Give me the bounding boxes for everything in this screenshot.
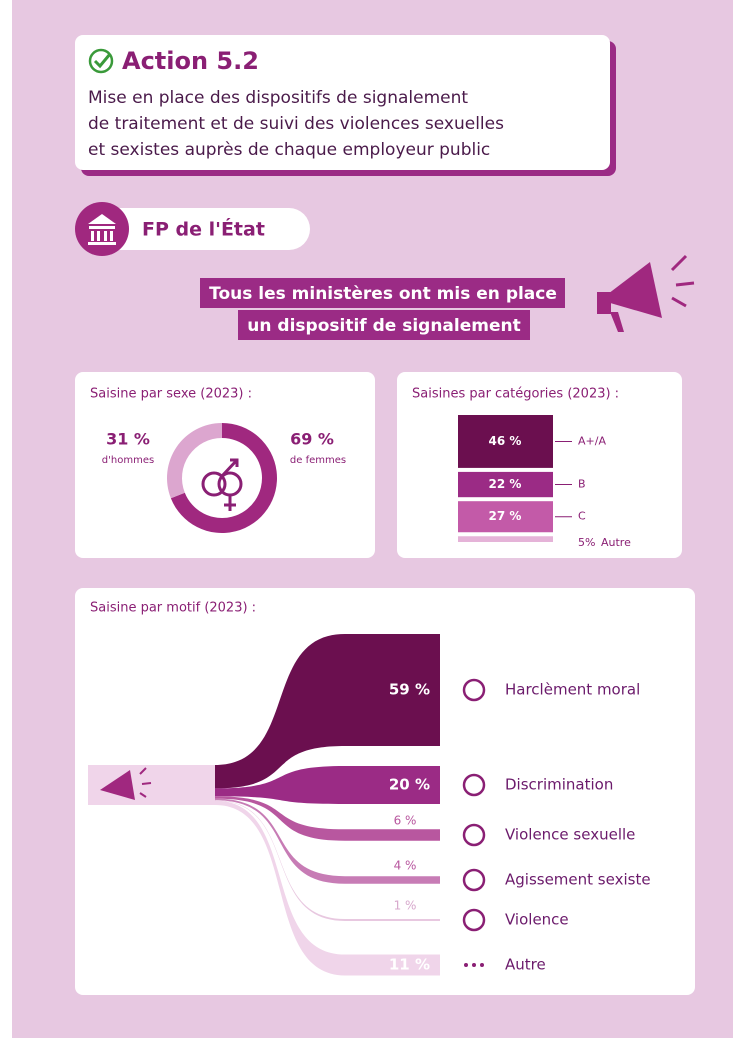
category-name: A+/A [578, 434, 606, 447]
sex-value: 69 % [290, 430, 334, 449]
category-bar [458, 471, 553, 498]
gender-icon [201, 458, 243, 511]
megaphone-icon [597, 292, 611, 314]
sex-caption: de femmes [290, 455, 346, 466]
category-name: B [578, 478, 586, 491]
card-title: Saisines par catégories (2023) : [412, 387, 619, 402]
motif-icon [462, 908, 486, 932]
flow [215, 766, 440, 804]
motif-icon [462, 773, 486, 797]
sex-caption: d'hommes [102, 455, 154, 466]
card-title: Saisine par sexe (2023) : [90, 387, 252, 402]
category-name: Autre [601, 536, 631, 549]
motif-icon [462, 678, 486, 702]
flow [215, 800, 440, 976]
motif-name: Violence [505, 911, 569, 929]
motif-name: Harclèment moral [505, 681, 640, 699]
motif-name: Violence sexuelle [505, 826, 635, 844]
flow [215, 796, 440, 841]
motif-name: Agissement sexiste [505, 871, 651, 889]
banner-text: Tous les ministères ont mis en place [209, 284, 557, 304]
banner-bg [200, 278, 565, 308]
category-label: 22 % [489, 477, 522, 491]
header-text: Mise en place des dispositifs de signale… [88, 88, 468, 108]
motif-label: 20 % [389, 776, 430, 794]
check-icon [88, 48, 114, 74]
category-name: C [578, 510, 586, 523]
category-bar [458, 415, 553, 468]
sex-card [75, 372, 375, 558]
category-label: 46 % [489, 434, 522, 448]
category-bar [458, 536, 553, 542]
sex-value: 31 % [106, 430, 150, 449]
header-text: et sexistes auprès de chaque employeur p… [88, 140, 490, 160]
category-label: 5% [578, 536, 595, 549]
dot-icon [464, 963, 468, 967]
motif-icon [462, 823, 486, 847]
check-mark [93, 53, 112, 69]
card-title: Saisine par motif (2023) : [90, 601, 256, 616]
banner-text: un dispositif de signalement [247, 316, 520, 336]
source-band [88, 765, 216, 805]
section-title: FP de l'État [142, 218, 265, 241]
header-text: de traitement et de suivi des violences … [88, 114, 504, 134]
dot-icon [480, 963, 484, 967]
motif-label: 4 % [394, 859, 417, 873]
category-label: 27 % [489, 509, 522, 523]
megaphone-icon [600, 262, 662, 318]
motif-label: 11 % [389, 956, 430, 974]
megaphone-rays [139, 767, 152, 798]
motif-icon [462, 868, 486, 892]
category-bar [458, 501, 553, 533]
flow [215, 633, 440, 789]
dot-icon [472, 963, 476, 967]
megaphone-rays [670, 254, 695, 308]
motif-label: 1 % [394, 899, 417, 913]
motif-label: 59 % [389, 681, 430, 699]
banner-bg [238, 310, 530, 340]
megaphone-icon [610, 312, 624, 332]
header-title: Action 5.2 [122, 47, 259, 75]
motif-name: Autre [505, 956, 546, 974]
motif-label: 6 % [394, 814, 417, 828]
motif-name: Discrimination [505, 776, 613, 794]
megaphone-icon [100, 770, 135, 800]
header-card [75, 35, 610, 170]
section-pill [100, 208, 310, 250]
building-icon [88, 214, 116, 245]
donut-segment [167, 423, 222, 499]
